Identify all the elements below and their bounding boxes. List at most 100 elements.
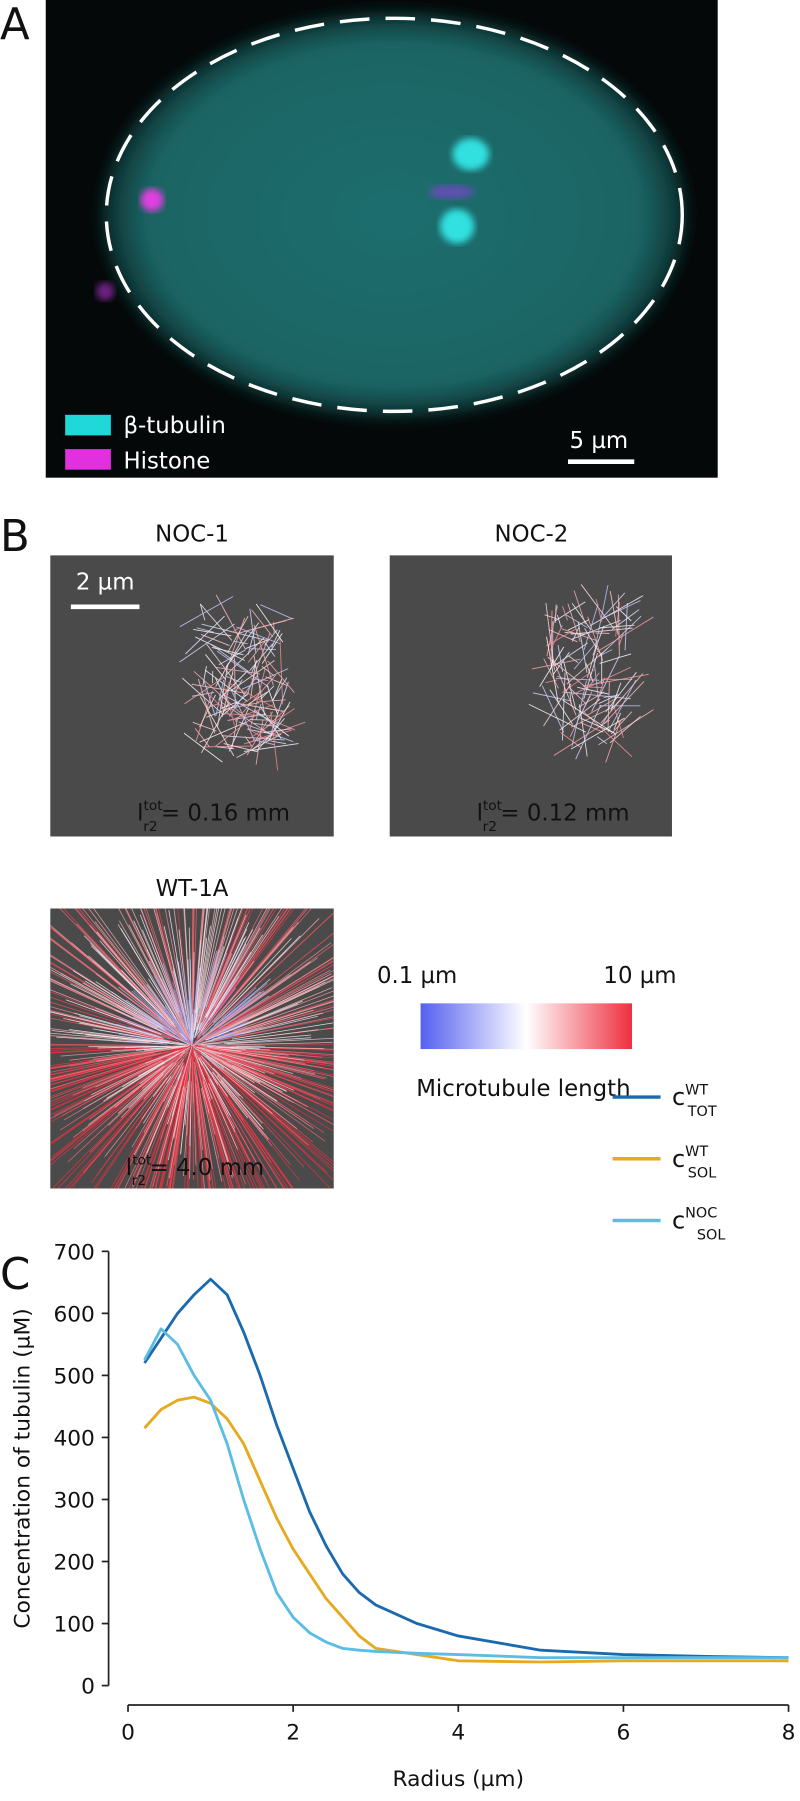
- microtubule: [211, 1071, 249, 1119]
- microtubule: [261, 633, 283, 664]
- microtubule: [50, 969, 153, 1025]
- microtubule: [191, 1047, 199, 1189]
- microtubule: [83, 1068, 173, 1174]
- microtubule: [213, 938, 292, 1023]
- microtubule: [176, 957, 190, 1029]
- microtubule: [241, 690, 263, 706]
- microtubule: [65, 999, 162, 1035]
- microtubule: [211, 1055, 309, 1108]
- microtubule: [59, 908, 181, 1034]
- microtubule: [228, 1049, 334, 1063]
- centrosome: [439, 209, 475, 244]
- microtubule: [191, 1045, 194, 1180]
- microtubule: [195, 1026, 226, 1044]
- microtubule: [138, 1051, 182, 1077]
- microtubule: [220, 1066, 326, 1142]
- legend-label: β-tubulin: [123, 413, 225, 439]
- microtubule: [117, 1064, 172, 1114]
- microtubule: [187, 1072, 192, 1189]
- microtubule: [210, 1071, 295, 1189]
- microtubule: [50, 1028, 153, 1042]
- microtubule: [562, 606, 568, 621]
- microtubule: [104, 1077, 168, 1157]
- microtubule: [598, 709, 654, 746]
- microtubule: [271, 629, 281, 648]
- microtubule: [69, 1029, 170, 1044]
- microtubule: [198, 1070, 233, 1189]
- centrosome: [452, 138, 490, 171]
- microtubule: [206, 703, 220, 709]
- microtubule: [106, 1061, 166, 1099]
- microtubule: [214, 927, 261, 1008]
- microtubule: [205, 1055, 255, 1094]
- microtubule: [50, 1035, 152, 1044]
- microtubule: [197, 678, 216, 734]
- microtubule: [249, 668, 266, 731]
- microtubule: [171, 1045, 193, 1117]
- microtubule: [167, 1072, 182, 1108]
- microtubule: [163, 1006, 188, 1040]
- microtubule: [149, 1022, 190, 1045]
- microtubule: [227, 1037, 334, 1045]
- microtubule: [219, 1067, 334, 1163]
- panel-label: C: [0, 1250, 30, 1300]
- microtubule: [253, 624, 274, 686]
- microtubule: [265, 676, 288, 686]
- microtubule: [143, 1062, 177, 1100]
- chromatin: [428, 185, 475, 199]
- microtubule: [172, 1078, 189, 1189]
- microtubule: [233, 679, 243, 695]
- microtubule: [589, 595, 644, 627]
- microtubule: [195, 636, 245, 661]
- microtubule: [196, 1055, 258, 1189]
- microtubule: [122, 1061, 165, 1088]
- microtubule: [550, 610, 553, 665]
- microtubule: [562, 699, 617, 735]
- x-tick-label: 2: [286, 1720, 300, 1745]
- microtubule: [50, 1050, 170, 1083]
- microtubule: [550, 625, 563, 651]
- microtubule: [82, 982, 165, 1031]
- microtubule: [50, 1045, 192, 1093]
- microtubule: [197, 1062, 239, 1189]
- microtubule: [132, 1064, 184, 1177]
- microtubule: [575, 704, 602, 760]
- microtubule: [185, 615, 225, 655]
- label: ltot r2= 0.16 mm: [137, 798, 290, 835]
- label-base: c: [672, 1145, 685, 1173]
- microtubule: [224, 688, 235, 726]
- label-sub: SOL: [688, 1166, 716, 1182]
- microtubule: [133, 989, 172, 1026]
- microtubule: [221, 982, 268, 1022]
- microtubule: [50, 1013, 178, 1043]
- microtubule: [215, 992, 255, 1026]
- microtubule: [601, 592, 626, 619]
- microtubule: [193, 1048, 278, 1189]
- microtubule: [192, 1046, 273, 1147]
- y-tick-label: 700: [53, 1240, 94, 1265]
- microtubule: [113, 1073, 177, 1189]
- microtubule: [143, 985, 172, 1021]
- microtubule: [215, 594, 246, 650]
- microtubule: [573, 590, 586, 625]
- microtubule: [600, 649, 613, 656]
- label: ltot r2= 0.12 mm: [477, 798, 630, 835]
- microtubule: [207, 987, 237, 1025]
- y-tick-label: 600: [53, 1302, 94, 1327]
- microtubule: [205, 1048, 328, 1079]
- microtubule: [193, 925, 211, 1033]
- microtubule: [50, 1052, 155, 1073]
- scale-label: 2 µm: [76, 570, 135, 596]
- microtubule: [596, 736, 608, 745]
- microtubule: [149, 1061, 188, 1189]
- microtubule: [571, 680, 587, 747]
- microtubule: [193, 978, 334, 1046]
- microtubule: [61, 1050, 182, 1117]
- microtubule: [236, 626, 281, 645]
- microtubule: [216, 663, 229, 728]
- microtubule: [217, 1048, 305, 1061]
- microtubule: [200, 634, 230, 646]
- microtubule: [559, 698, 601, 731]
- microtubule: [583, 686, 603, 688]
- legend-swatch: [65, 449, 111, 470]
